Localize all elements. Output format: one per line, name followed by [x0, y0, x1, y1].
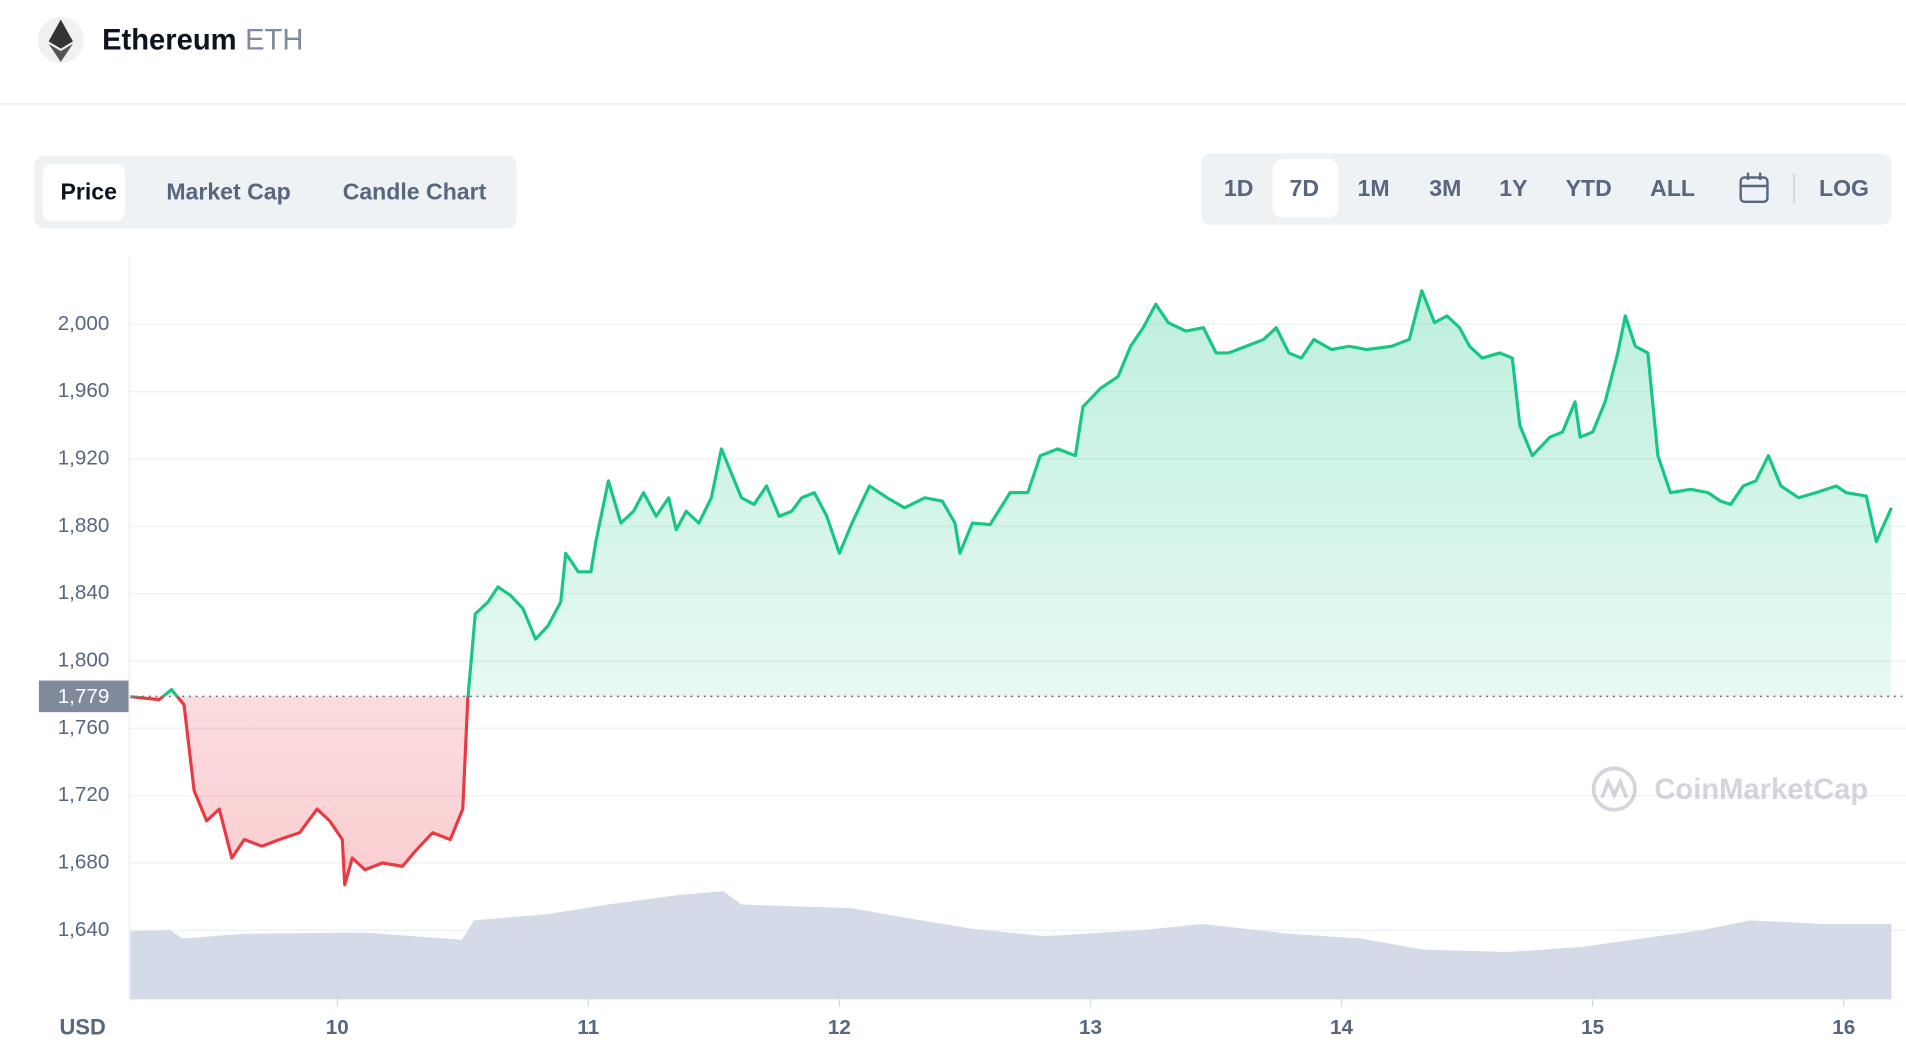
coin-name: Ethereum ETH — [102, 24, 303, 56]
range-button[interactable]: ALL — [1650, 175, 1695, 201]
x-tick-label: 14 — [1330, 1016, 1353, 1039]
y-tick-label: 1,920 — [58, 446, 110, 469]
calendar-icon[interactable] — [1739, 172, 1769, 204]
tab-active-bg — [42, 164, 126, 222]
watermark: CoinMarketCap — [1591, 766, 1868, 812]
area-below — [128, 696, 469, 885]
coin-name-text: Ethereum — [102, 24, 236, 56]
x-tick-label: 15 — [1581, 1016, 1604, 1039]
y-tick-label: 1,960 — [58, 379, 110, 402]
range-button[interactable]: 3M — [1429, 175, 1461, 201]
y-tick-label: 1,640 — [58, 918, 110, 941]
range-group — [1200, 153, 1892, 225]
range-button[interactable]: 7D — [1290, 175, 1320, 201]
price-line — [128, 289, 1893, 887]
y-tick-label: 1,880 — [58, 514, 110, 537]
range-active-bg — [1272, 159, 1339, 218]
reference-label-bg — [38, 680, 129, 713]
x-tick-label: 11 — [577, 1016, 599, 1039]
log-toggle[interactable]: LOG — [1819, 175, 1869, 201]
x-tick-label: 13 — [1079, 1016, 1102, 1039]
eth-logo — [37, 17, 84, 64]
range-button[interactable]: 1M — [1358, 175, 1390, 201]
coin-symbol: ETH — [245, 24, 303, 56]
watermark-text: CoinMarketCap — [1654, 774, 1868, 806]
range-button[interactable]: 1D — [1224, 175, 1254, 201]
volume-area — [128, 891, 1892, 1000]
y-tick-label: 1,760 — [58, 716, 110, 739]
tab[interactable]: Candle Chart — [343, 178, 487, 204]
header — [0, 0, 1906, 104]
tab[interactable]: Price — [61, 178, 118, 204]
tab-group — [34, 155, 517, 229]
tab[interactable]: Market Cap — [166, 178, 290, 204]
y-tick-label: 1,840 — [58, 581, 110, 604]
range-button[interactable]: YTD — [1566, 175, 1612, 201]
range-button[interactable]: 1Y — [1499, 175, 1528, 201]
y-tick-label: 2,000 — [58, 312, 110, 335]
y-tick-label: 1,680 — [58, 850, 110, 873]
x-tick-label: 10 — [326, 1016, 349, 1039]
y-unit-label: USD — [60, 1014, 106, 1039]
x-tick-label: 12 — [828, 1016, 851, 1039]
y-tick-label: 1,720 — [58, 783, 110, 806]
reference-label: 1,779 — [58, 685, 110, 708]
y-tick-label: 1,800 — [58, 648, 110, 671]
x-tick-label: 16 — [1832, 1016, 1855, 1039]
